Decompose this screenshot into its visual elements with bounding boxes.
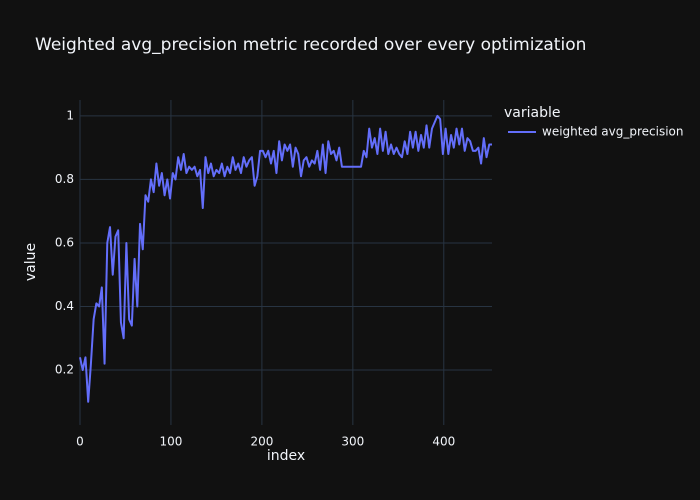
x-tick-label: 400 [432,435,455,449]
legend-title: variable [504,105,560,121]
y-tick-label: 1 [66,108,74,122]
y-tick-label: 0.6 [55,235,74,249]
x-tick-label: 200 [250,435,273,449]
x-axis-label: index [267,448,305,464]
x-tick-label: 100 [159,435,182,449]
y-tick-label: 0.4 [55,299,74,313]
x-tick-label: 300 [341,435,364,449]
y-tick-label: 0.8 [55,172,74,186]
y-axis-label: value [23,243,39,281]
x-tick-label: 0 [76,435,84,449]
chart-title: Weighted avg_precision metric recorded o… [35,35,586,55]
data-line [79,114,492,403]
y-tick-label: 0.2 [55,363,74,377]
legend-label: weighted avg_precision [542,125,683,139]
